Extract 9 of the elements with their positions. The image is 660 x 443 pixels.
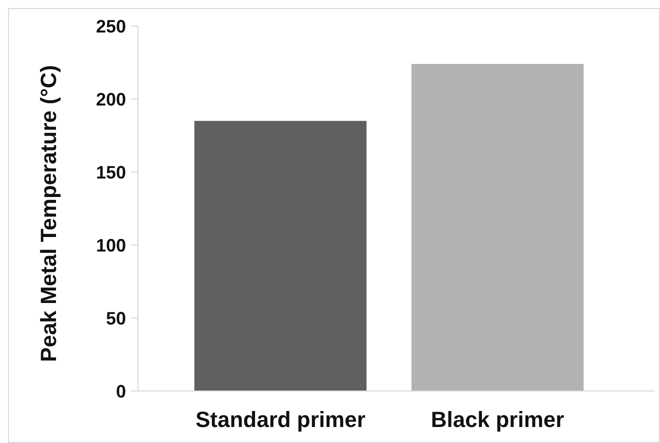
y-tick-label: 50	[106, 308, 126, 328]
x-tick-label: Standard primer	[195, 407, 366, 432]
y-tick-label: 150	[96, 162, 126, 182]
y-tick-label: 250	[96, 16, 126, 36]
y-tick-label: 100	[96, 235, 126, 256]
y-tick-label: 0	[116, 381, 126, 402]
y-axis-title: Peak Metal Temperature (°C)	[36, 65, 61, 362]
y-tick-label: 200	[96, 89, 126, 110]
x-tick-label: Black primer	[430, 407, 565, 432]
